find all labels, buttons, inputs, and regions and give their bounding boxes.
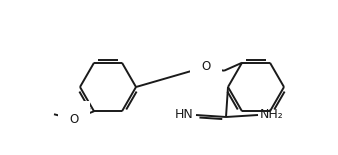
Text: NH₂: NH₂ <box>260 108 284 122</box>
Text: O: O <box>69 113 79 126</box>
Text: O: O <box>201 60 211 73</box>
Text: HN: HN <box>174 108 193 122</box>
